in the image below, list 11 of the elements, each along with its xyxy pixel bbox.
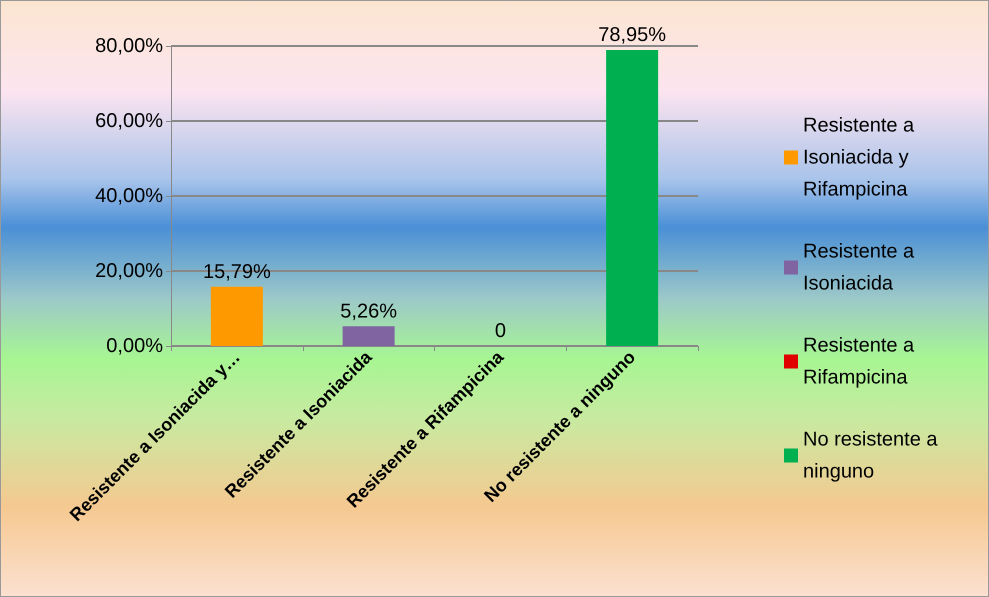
y-tick-label: 20,00%	[95, 260, 164, 282]
data-label: 15,79%	[202, 260, 271, 283]
y-tick-label: 60,00%	[95, 110, 164, 132]
data-label: 0	[494, 320, 506, 342]
y-tick-label: 40,00%	[95, 185, 164, 207]
data-label: 5,26%	[340, 300, 398, 322]
data-label: 78,95%	[598, 24, 666, 46]
legend-label: Resistente a Isoniacida	[803, 240, 920, 294]
y-tick-label: 0,00%	[106, 335, 164, 357]
y-tick-label: 80,00%	[95, 35, 164, 57]
legend-label: Resistente a Isoniacida y Rifampicina	[803, 114, 920, 200]
